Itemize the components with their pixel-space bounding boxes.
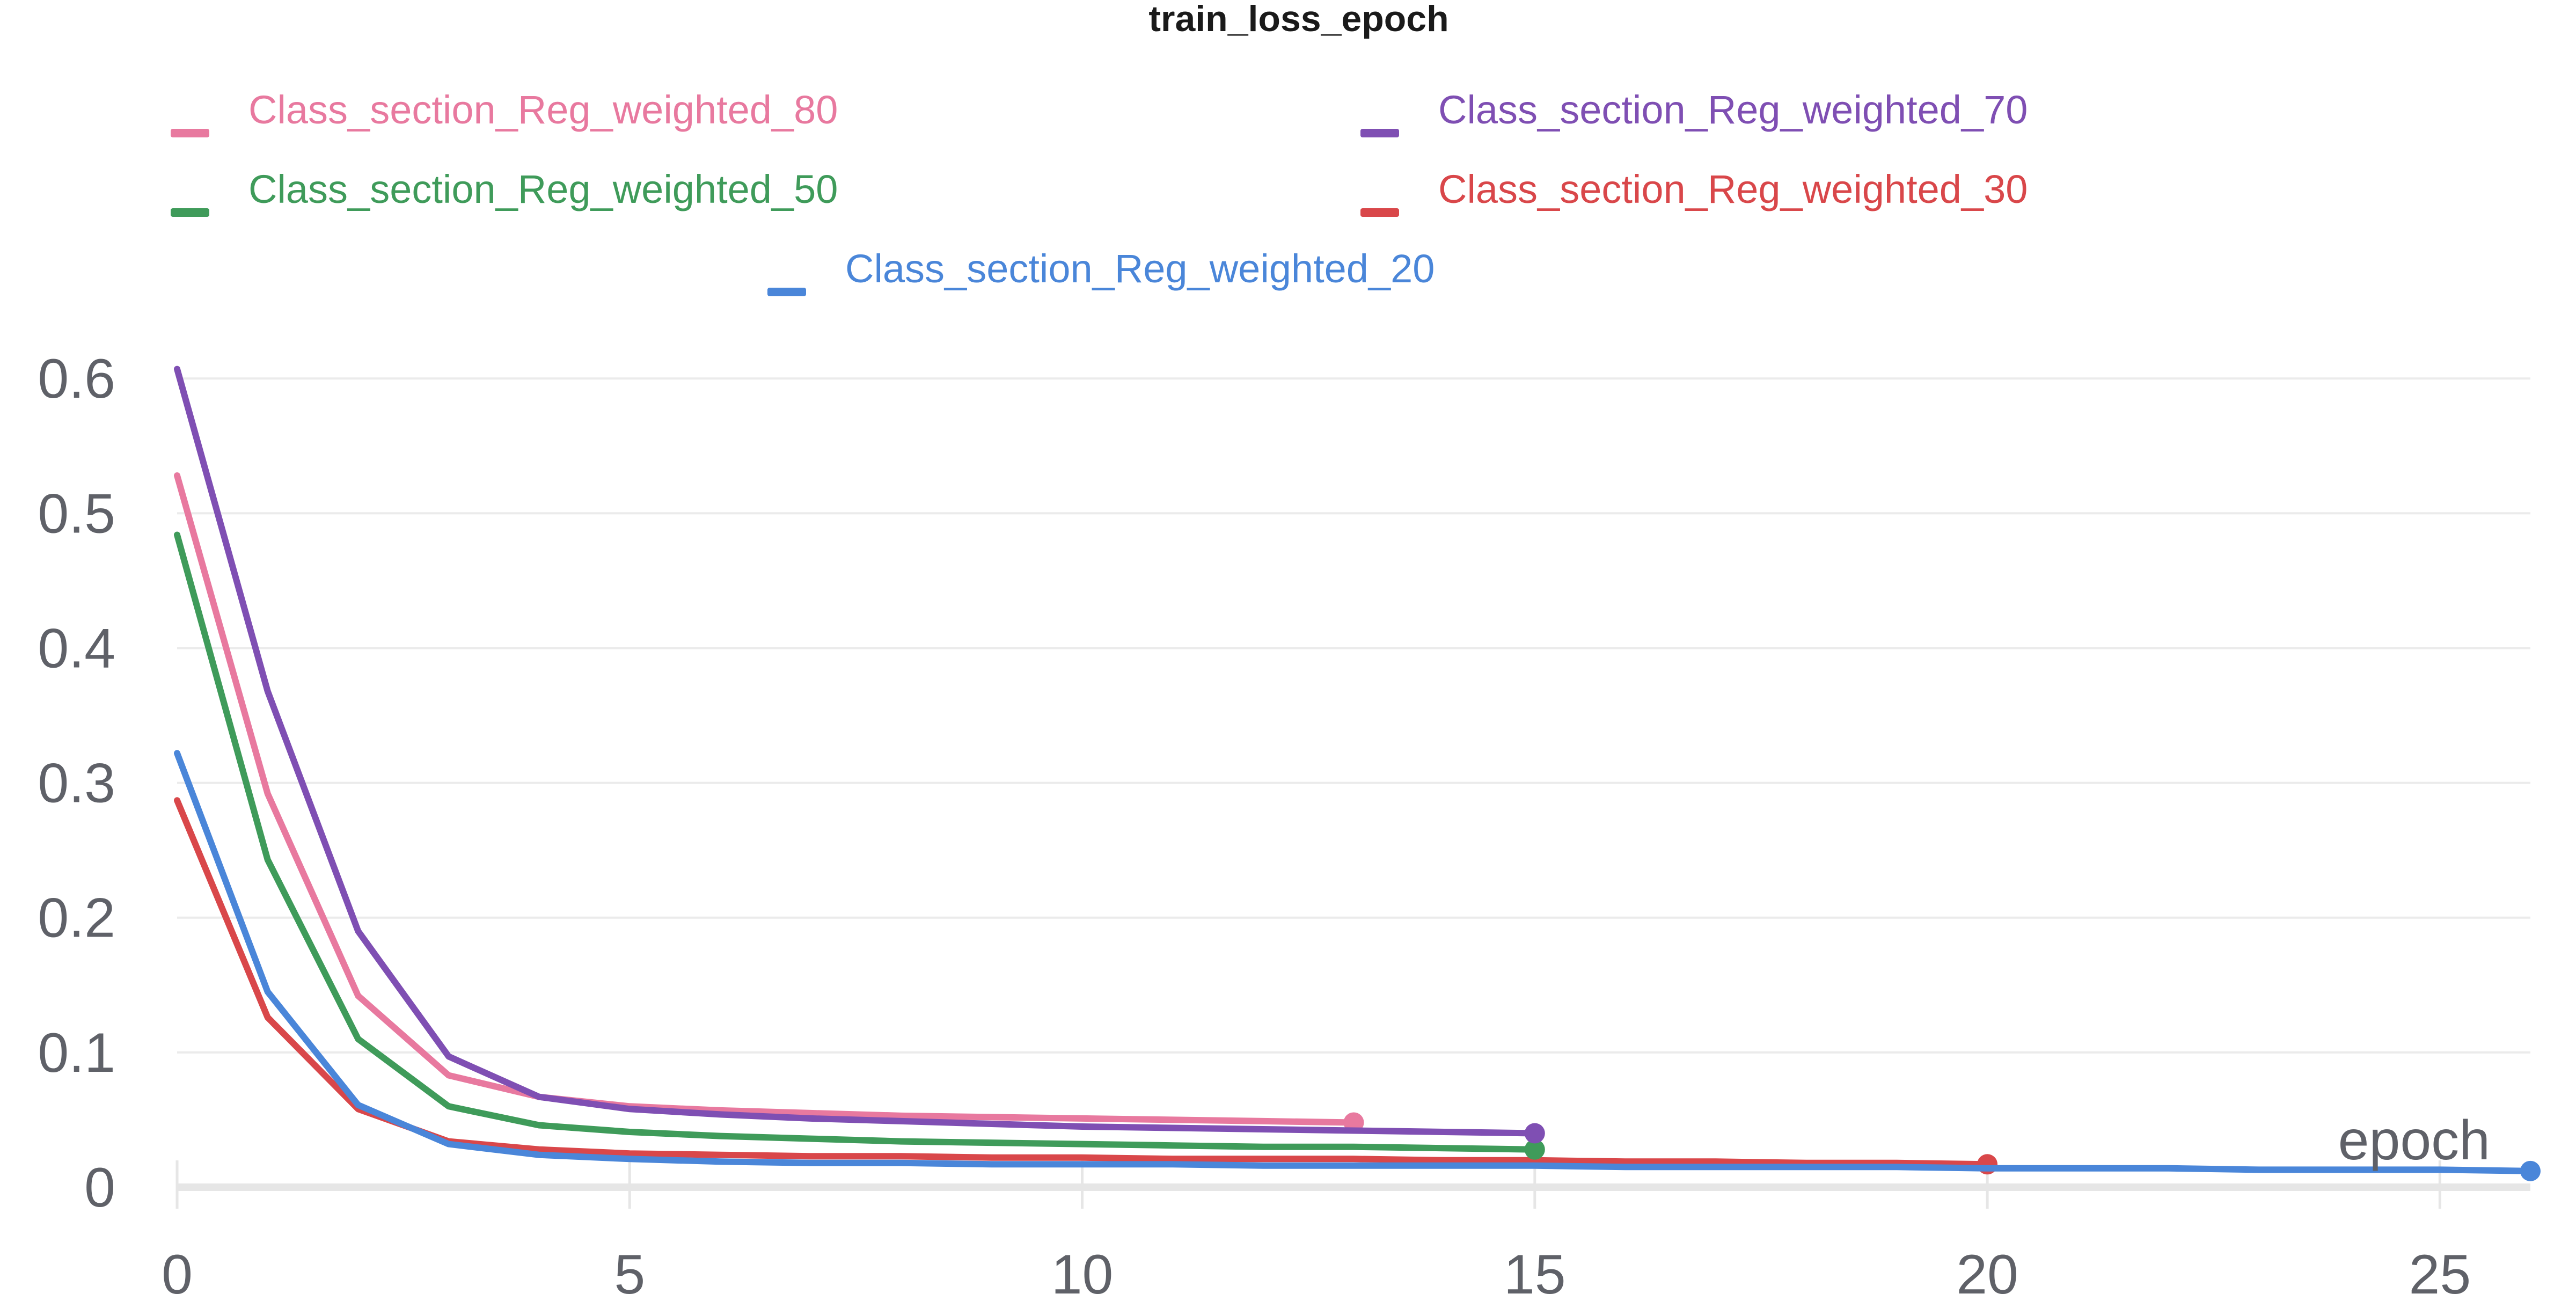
series-line-Class_section_Reg_weighted_70	[174, 366, 1538, 1137]
y-axis: 0 0.1 0.2 0.3 0.4 0.5 0.6	[38, 348, 115, 1219]
legend-swatch	[1360, 208, 1399, 217]
x-axis: 0 5 10 15 20 25	[162, 1160, 2471, 1301]
series-line-Class_section_Reg_weighted_20	[174, 750, 2534, 1174]
y-tick-label: 0.5	[38, 483, 115, 545]
legend-label: Class_section_Reg_weighted_50	[248, 167, 838, 211]
legend-label: Class_section_Reg_weighted_70	[1438, 87, 2028, 132]
legend: Class_section_Reg_weighted_80 Class_secti…	[171, 87, 2028, 296]
x-tick-label: 10	[1051, 1244, 1114, 1301]
x-tick-label: 20	[1956, 1244, 2018, 1301]
y-tick-label: 0.2	[38, 887, 115, 949]
x-tick-label: 0	[162, 1244, 193, 1301]
y-tick-label: 0.4	[38, 617, 115, 679]
y-tick-label: 0	[84, 1157, 115, 1219]
legend-label: Class_section_Reg_weighted_30	[1438, 167, 2028, 211]
y-tick-label: 0.6	[38, 348, 115, 410]
series-line-Class_section_Reg_weighted_80	[174, 472, 1357, 1126]
chart-title: train_loss_epoch	[1148, 0, 1448, 39]
x-tick-label: 5	[614, 1244, 645, 1301]
series-group	[174, 366, 2541, 1181]
x-tick-label: 25	[2409, 1244, 2471, 1301]
series-line-Class_section_Reg_weighted_30	[174, 797, 1991, 1168]
legend-swatch	[171, 129, 209, 137]
series-end-marker	[1524, 1123, 1545, 1144]
legend-label: Class_section_Reg_weighted_20	[845, 246, 1435, 291]
legend-swatch	[1360, 129, 1399, 137]
legend-swatch	[767, 288, 806, 296]
x-axis-title: epoch	[2338, 1109, 2490, 1172]
y-tick-label: 0.3	[38, 752, 115, 815]
grid	[177, 377, 2530, 1191]
series-line-Class_section_Reg_weighted_50	[174, 531, 1538, 1153]
series-end-marker	[2520, 1160, 2541, 1181]
x-tick-label: 15	[1504, 1244, 1566, 1301]
y-tick-label: 0.1	[38, 1022, 115, 1084]
legend-label: Class_section_Reg_weighted_80	[248, 87, 838, 132]
legend-swatch	[171, 208, 209, 217]
series-end-marker	[1524, 1139, 1545, 1160]
